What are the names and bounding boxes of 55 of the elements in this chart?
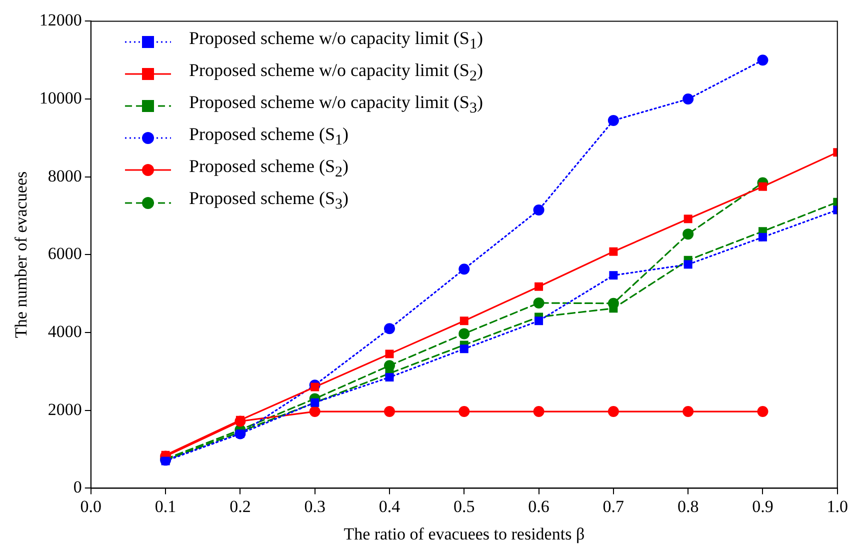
legend-label: Proposed scheme w/o capacity limit (S$_{1}$) (189, 27, 483, 55)
point (385, 373, 394, 382)
point (534, 282, 544, 291)
x-tick-label: 0.5 (454, 496, 475, 516)
point (310, 382, 320, 392)
x-axis-title: The ratio of evacuees to residents β (344, 524, 585, 544)
point (384, 406, 395, 418)
y-axis-title: The number of evacuees (12, 171, 31, 338)
x-tick-label: 0.9 (752, 496, 774, 516)
y-tick-label: 12000 (39, 10, 82, 30)
point (460, 344, 468, 354)
point (385, 350, 394, 358)
y-tick-label: 4000 (48, 322, 82, 341)
y-tick-label: 2000 (48, 400, 82, 419)
point (682, 228, 694, 240)
point (757, 406, 768, 418)
point (758, 232, 767, 242)
legend-label: Proposed scheme w/o capacity limit (S$_{3}$) (189, 91, 483, 119)
y-tick-label: 8000 (48, 166, 82, 186)
legend-label: Proposed scheme (S$_{1}$) (189, 123, 348, 151)
y-tick-label: 6000 (48, 244, 82, 264)
point (533, 204, 544, 216)
x-tick-label: 0.3 (304, 496, 326, 516)
point (758, 182, 767, 191)
point (458, 264, 470, 275)
point (609, 247, 618, 256)
point (608, 406, 619, 418)
point (458, 328, 470, 340)
point (608, 114, 619, 126)
legend-label: Proposed scheme (S$_{2}$) (189, 155, 348, 183)
point (533, 297, 544, 308)
point (684, 214, 692, 224)
point (458, 406, 470, 418)
point (534, 316, 544, 326)
x-tick-label: 0.6 (528, 496, 550, 516)
point (533, 406, 544, 418)
point (757, 54, 768, 66)
x-tick-label: 1.0 (826, 496, 848, 516)
legend-label: Proposed scheme w/o capacity limit (S$_{2}$) (189, 59, 483, 87)
legend-label: Proposed scheme (S$_{3}$) (189, 187, 348, 216)
x-tick-label: 0.2 (230, 496, 251, 516)
x-tick-label: 0.0 (80, 496, 102, 516)
point (460, 316, 468, 326)
x-tick-label: 0.4 (378, 496, 401, 516)
x-tick-label: 0.7 (602, 496, 625, 516)
point (384, 323, 395, 334)
y-tick-label: 10000 (39, 88, 82, 108)
point (682, 94, 694, 105)
point (682, 406, 694, 418)
y-tick-label: 0 (73, 478, 82, 497)
point (609, 271, 618, 280)
x-tick-label: 0.8 (677, 496, 699, 516)
point (309, 406, 320, 418)
point (684, 260, 692, 269)
x-tick-label: 0.1 (154, 496, 176, 516)
